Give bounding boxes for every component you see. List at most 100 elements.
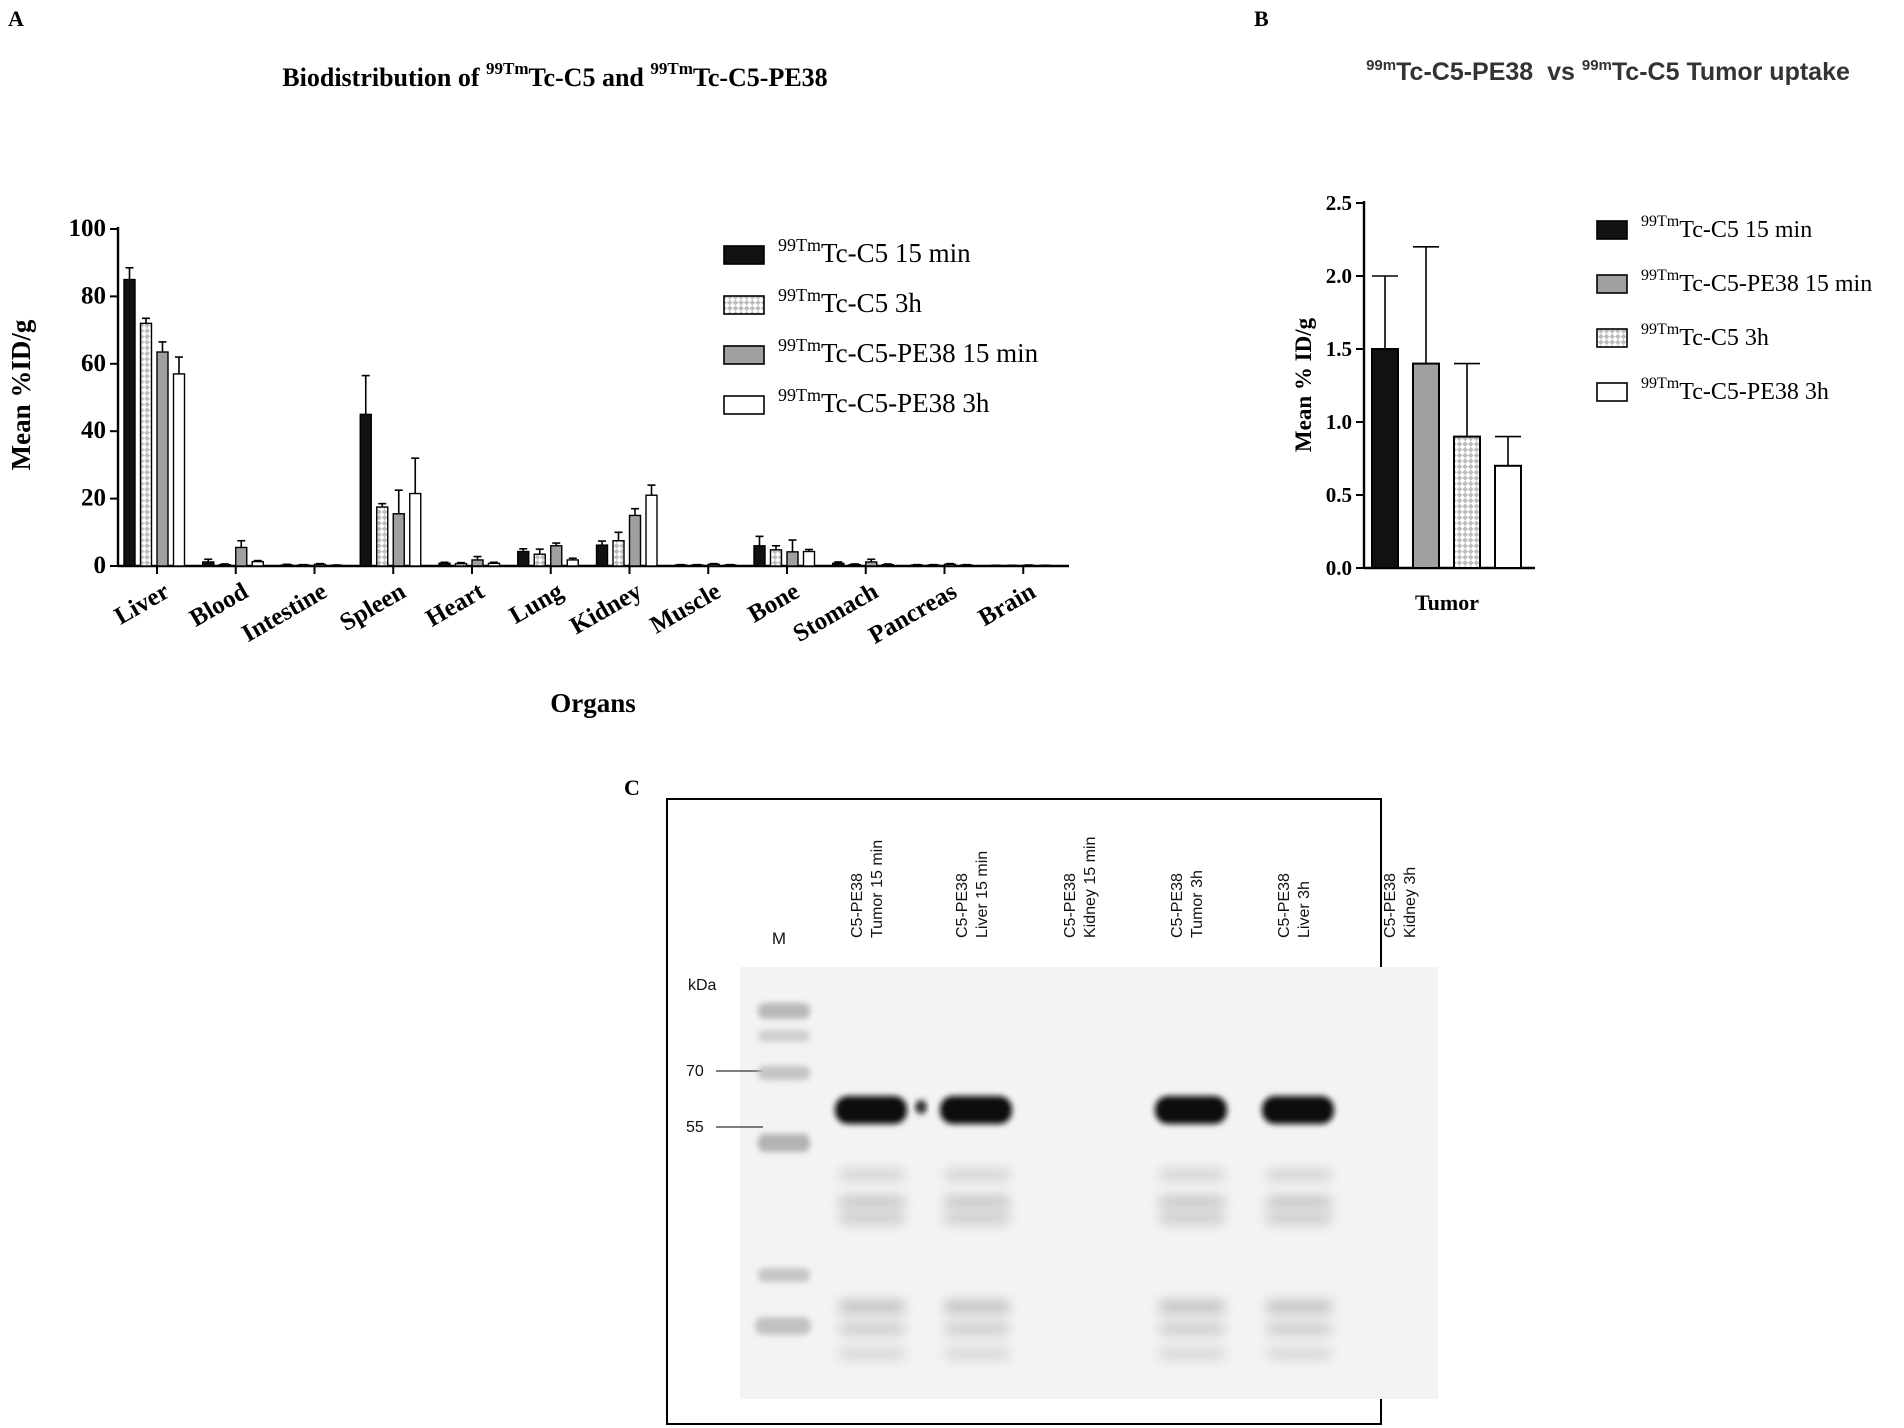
- bar: [645, 494, 658, 567]
- y-tick-label: 20: [81, 485, 106, 512]
- protein-band-faint: [1266, 1196, 1332, 1208]
- bar: [550, 545, 563, 567]
- legend-label: 99TmTc-C5 3h: [1641, 321, 1769, 351]
- bar: [139, 322, 153, 567]
- blot-spot: [915, 1100, 927, 1114]
- panel-label-b: B: [1254, 6, 1269, 31]
- protein-band-faint: [839, 1212, 905, 1224]
- bar: [832, 562, 845, 567]
- bar: [376, 506, 389, 567]
- protein-band-faint: [1266, 1170, 1332, 1180]
- protein-band-faint: [1159, 1212, 1225, 1224]
- protein-band-faint: [1159, 1196, 1225, 1208]
- y-tick-label: 60: [81, 350, 106, 377]
- legend-label: 99TmTc-C5-PE38 3h: [778, 385, 990, 418]
- protein-band-faint: [1159, 1323, 1225, 1335]
- protein-band-faint: [1266, 1212, 1332, 1224]
- chart-b-ylabel: Mean % ID/g: [1291, 317, 1316, 452]
- bar: [769, 549, 783, 567]
- protein-band-faint: [1266, 1348, 1332, 1359]
- legend-swatch: [1596, 220, 1628, 240]
- bar: [1412, 362, 1440, 569]
- x-tick-label: Heart: [421, 577, 489, 632]
- protein-band-main: [1262, 1096, 1334, 1124]
- chart-b-title: 99mTc-C5-PE38 vs 99mTc-C5 Tumor uptake: [1366, 57, 1850, 86]
- marker-70-label: 70: [686, 1063, 704, 1080]
- bar: [487, 562, 501, 567]
- bar: [438, 562, 451, 567]
- protein-band-faint: [1266, 1300, 1332, 1314]
- bar: [1453, 435, 1481, 569]
- bar: [1494, 464, 1522, 569]
- bar: [172, 373, 186, 567]
- chart-a-xlabel: Organs: [550, 688, 636, 718]
- protein-band-main: [1155, 1096, 1227, 1124]
- protein-band-faint: [839, 1348, 905, 1359]
- protein-band-main: [835, 1096, 907, 1124]
- bar: [881, 563, 894, 567]
- lane-label: C5-PE38 Liver 3h: [1276, 873, 1313, 938]
- kda-label: kDa: [688, 977, 717, 994]
- lane-label: C5-PE38 Tumor 15 min: [849, 840, 886, 938]
- panel-label-c: C: [624, 775, 640, 800]
- y-tick-label: 1.5: [1326, 337, 1352, 361]
- chart-a-legend: 99TmTc-C5 15 min 99TmTc-C5 3h 99TmTc-C5-PE…: [723, 235, 1039, 418]
- bar: [533, 553, 546, 567]
- chart-a: Biodistribution of 99TmTc-C5 and 99TmTc-…: [6, 59, 1069, 718]
- protein-band-faint: [944, 1196, 1010, 1208]
- protein-band-main: [940, 1096, 1012, 1124]
- western-blot-panel: M kDa 70 55 C5-PE38 Tumor 15 min C5-PE38 Li…: [666, 798, 1438, 1425]
- bar: [786, 551, 799, 567]
- protein-band-faint: [839, 1170, 905, 1180]
- y-tick-label: 2.5: [1326, 191, 1352, 215]
- legend-swatch: [1596, 382, 1628, 402]
- bar: [251, 560, 264, 567]
- lane-label: C5-PE38 Tumor 3h: [1169, 870, 1206, 938]
- x-tick-label: Muscle: [646, 578, 726, 640]
- x-tick-label: Pancreas: [864, 578, 962, 650]
- chart-b: 99mTc-C5-PE38 vs 99mTc-C5 Tumor uptake 0…: [1291, 57, 1872, 615]
- marker-ladder: [755, 1003, 811, 1335]
- bar: [628, 514, 642, 567]
- bar: [612, 540, 625, 567]
- chart-b-legend: 99TmTc-C5 15 min 99TmTc-C5-PE38 15 min 99T…: [1596, 213, 1872, 405]
- protein-band-faint: [839, 1196, 905, 1208]
- legend-label: 99TmTc-C5-PE38 15 min: [1641, 267, 1872, 297]
- y-tick-label: 0.5: [1326, 483, 1352, 507]
- legend-swatch: [1596, 328, 1628, 348]
- legend-label: 99TmTc-C5 15 min: [1641, 213, 1812, 243]
- y-tick-label: 100: [69, 215, 107, 242]
- bar: [865, 561, 878, 567]
- chart-a-ylabel: Mean %ID/g: [6, 319, 36, 470]
- lane-label: C5-PE38 Liver 15 min: [954, 851, 991, 938]
- y-tick-label: 40: [81, 417, 106, 444]
- protein-band-faint: [944, 1323, 1010, 1335]
- marker-lane-label: M: [772, 929, 786, 948]
- y-tick-label: 80: [81, 282, 106, 309]
- protein-band-faint: [944, 1212, 1010, 1224]
- protein-band-faint: [1159, 1300, 1225, 1314]
- x-tick-label: Stomach: [789, 578, 883, 648]
- x-tick-label: Intestine: [237, 578, 331, 648]
- bar: [707, 563, 720, 567]
- bar: [235, 546, 248, 567]
- protein-band-faint: [839, 1323, 905, 1335]
- bar: [802, 550, 816, 567]
- y-tick-label: 1.0: [1326, 410, 1352, 434]
- x-tick-label: Brain: [974, 578, 1041, 632]
- protein-band-faint: [1159, 1348, 1225, 1359]
- legend-label: 99TmTc-C5-PE38 15 min: [778, 335, 1039, 368]
- x-tick-label: Liver: [110, 578, 174, 631]
- legend-swatch: [723, 345, 765, 365]
- bar: [123, 278, 136, 567]
- lane-label: C5-PE38 Kidney 3h: [1382, 867, 1419, 938]
- chart-b-xlabel: Tumor: [1415, 590, 1479, 615]
- bar: [454, 562, 468, 567]
- bar: [280, 564, 294, 567]
- legend-swatch: [1596, 274, 1628, 294]
- bar: [156, 351, 169, 567]
- bar: [848, 563, 861, 567]
- y-tick-label: 0.0: [1326, 556, 1352, 580]
- x-tick-label: Kidney: [566, 578, 647, 641]
- bar: [359, 413, 372, 567]
